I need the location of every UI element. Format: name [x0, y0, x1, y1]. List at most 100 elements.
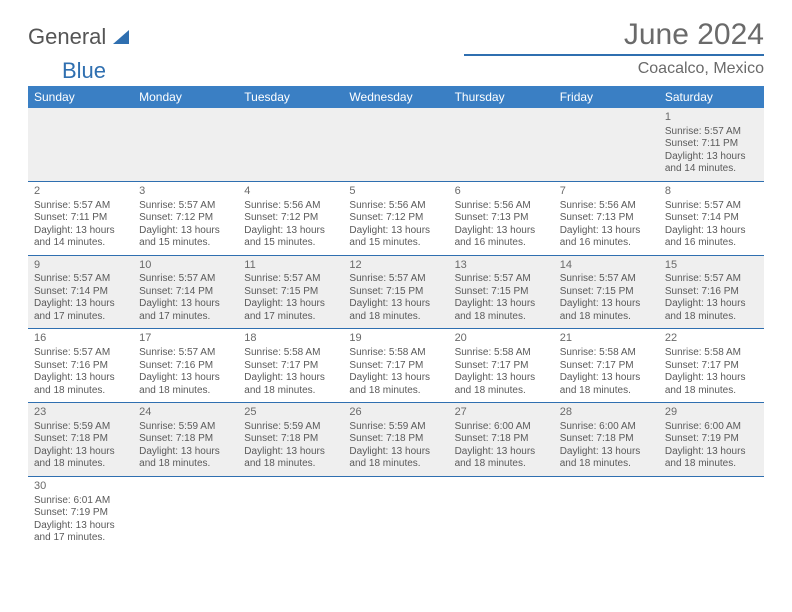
calendar-cell: 2Sunrise: 5:57 AMSunset: 7:11 PMDaylight… — [28, 181, 133, 255]
sunrise-line: Sunrise: 5:57 AM — [665, 273, 758, 286]
day-number: 25 — [244, 406, 337, 420]
sunset-line: Sunset: 7:14 PM — [665, 212, 758, 225]
sunset-line: Sunset: 7:17 PM — [665, 360, 758, 373]
daylight-line: Daylight: 13 hours and 16 minutes. — [665, 225, 758, 250]
calendar-cell — [343, 476, 448, 549]
sunrise-line: Sunrise: 6:01 AM — [34, 495, 127, 508]
calendar-cell: 9Sunrise: 5:57 AMSunset: 7:14 PMDaylight… — [28, 255, 133, 329]
daylight-line: Daylight: 13 hours and 15 minutes. — [244, 225, 337, 250]
calendar-cell: 13Sunrise: 5:57 AMSunset: 7:15 PMDayligh… — [449, 255, 554, 329]
daylight-line: Daylight: 13 hours and 18 minutes. — [665, 372, 758, 397]
day-number: 29 — [665, 406, 758, 420]
calendar-week-row: 2Sunrise: 5:57 AMSunset: 7:11 PMDaylight… — [28, 181, 764, 255]
calendar-cell: 8Sunrise: 5:57 AMSunset: 7:14 PMDaylight… — [659, 181, 764, 255]
calendar-cell — [554, 108, 659, 181]
day-number: 21 — [560, 332, 653, 346]
calendar-week-row: 1Sunrise: 5:57 AMSunset: 7:11 PMDaylight… — [28, 108, 764, 181]
calendar-cell: 7Sunrise: 5:56 AMSunset: 7:13 PMDaylight… — [554, 181, 659, 255]
calendar-cell — [238, 476, 343, 549]
calendar-cell: 27Sunrise: 6:00 AMSunset: 7:18 PMDayligh… — [449, 403, 554, 477]
sunset-line: Sunset: 7:16 PM — [34, 360, 127, 373]
calendar-header-row: Sunday Monday Tuesday Wednesday Thursday… — [28, 86, 764, 108]
daylight-line: Daylight: 13 hours and 18 minutes. — [455, 298, 548, 323]
sunset-line: Sunset: 7:18 PM — [139, 433, 232, 446]
sunrise-line: Sunrise: 5:57 AM — [665, 126, 758, 139]
logo-word1: General — [28, 24, 106, 50]
sunrise-line: Sunrise: 5:57 AM — [139, 347, 232, 360]
col-tuesday: Tuesday — [238, 86, 343, 108]
sunset-line: Sunset: 7:11 PM — [665, 138, 758, 151]
calendar-week-row: 9Sunrise: 5:57 AMSunset: 7:14 PMDaylight… — [28, 255, 764, 329]
col-wednesday: Wednesday — [343, 86, 448, 108]
calendar-week-row: 16Sunrise: 5:57 AMSunset: 7:16 PMDayligh… — [28, 329, 764, 403]
daylight-line: Daylight: 13 hours and 18 minutes. — [560, 446, 653, 471]
daylight-line: Daylight: 13 hours and 18 minutes. — [665, 446, 758, 471]
sunrise-line: Sunrise: 5:59 AM — [34, 421, 127, 434]
sunrise-line: Sunrise: 5:59 AM — [244, 421, 337, 434]
daylight-line: Daylight: 13 hours and 18 minutes. — [244, 446, 337, 471]
sunset-line: Sunset: 7:17 PM — [349, 360, 442, 373]
col-thursday: Thursday — [449, 86, 554, 108]
calendar-cell: 14Sunrise: 5:57 AMSunset: 7:15 PMDayligh… — [554, 255, 659, 329]
daylight-line: Daylight: 13 hours and 17 minutes. — [244, 298, 337, 323]
col-saturday: Saturday — [659, 86, 764, 108]
calendar-cell — [449, 108, 554, 181]
sunrise-line: Sunrise: 5:57 AM — [34, 347, 127, 360]
day-number: 13 — [455, 259, 548, 273]
day-number: 23 — [34, 406, 127, 420]
sunset-line: Sunset: 7:14 PM — [34, 286, 127, 299]
page-header: General June 2024 Coacalco, Mexico — [28, 18, 764, 78]
sunrise-line: Sunrise: 5:56 AM — [455, 200, 548, 213]
sunset-line: Sunset: 7:12 PM — [349, 212, 442, 225]
calendar-cell — [449, 476, 554, 549]
calendar-cell: 3Sunrise: 5:57 AMSunset: 7:12 PMDaylight… — [133, 181, 238, 255]
calendar-cell: 30Sunrise: 6:01 AMSunset: 7:19 PMDayligh… — [28, 476, 133, 549]
sunset-line: Sunset: 7:18 PM — [455, 433, 548, 446]
day-number: 7 — [560, 185, 653, 199]
logo: General — [28, 18, 133, 50]
daylight-line: Daylight: 13 hours and 17 minutes. — [34, 520, 127, 545]
sunrise-line: Sunrise: 5:56 AM — [560, 200, 653, 213]
sunset-line: Sunset: 7:15 PM — [560, 286, 653, 299]
daylight-line: Daylight: 13 hours and 17 minutes. — [34, 298, 127, 323]
daylight-line: Daylight: 13 hours and 14 minutes. — [665, 151, 758, 176]
sunrise-line: Sunrise: 5:57 AM — [139, 200, 232, 213]
sunset-line: Sunset: 7:17 PM — [455, 360, 548, 373]
daylight-line: Daylight: 13 hours and 15 minutes. — [349, 225, 442, 250]
calendar-cell: 6Sunrise: 5:56 AMSunset: 7:13 PMDaylight… — [449, 181, 554, 255]
sunset-line: Sunset: 7:16 PM — [665, 286, 758, 299]
sunrise-line: Sunrise: 5:56 AM — [244, 200, 337, 213]
day-number: 24 — [139, 406, 232, 420]
sunrise-line: Sunrise: 5:57 AM — [349, 273, 442, 286]
daylight-line: Daylight: 13 hours and 18 minutes. — [139, 372, 232, 397]
sunset-line: Sunset: 7:14 PM — [139, 286, 232, 299]
sunset-line: Sunset: 7:16 PM — [139, 360, 232, 373]
sunset-line: Sunset: 7:13 PM — [560, 212, 653, 225]
daylight-line: Daylight: 13 hours and 15 minutes. — [139, 225, 232, 250]
calendar-cell — [554, 476, 659, 549]
calendar-cell: 5Sunrise: 5:56 AMSunset: 7:12 PMDaylight… — [343, 181, 448, 255]
calendar-cell — [238, 108, 343, 181]
sunrise-line: Sunrise: 5:58 AM — [560, 347, 653, 360]
title-block: June 2024 Coacalco, Mexico — [464, 18, 764, 78]
sunrise-line: Sunrise: 6:00 AM — [455, 421, 548, 434]
day-number: 3 — [139, 185, 232, 199]
calendar-cell: 12Sunrise: 5:57 AMSunset: 7:15 PMDayligh… — [343, 255, 448, 329]
daylight-line: Daylight: 13 hours and 18 minutes. — [139, 446, 232, 471]
day-number: 22 — [665, 332, 758, 346]
calendar-cell: 4Sunrise: 5:56 AMSunset: 7:12 PMDaylight… — [238, 181, 343, 255]
sunset-line: Sunset: 7:17 PM — [244, 360, 337, 373]
sunset-line: Sunset: 7:15 PM — [244, 286, 337, 299]
sunset-line: Sunset: 7:18 PM — [34, 433, 127, 446]
day-number: 28 — [560, 406, 653, 420]
daylight-line: Daylight: 13 hours and 16 minutes. — [455, 225, 548, 250]
calendar-cell: 24Sunrise: 5:59 AMSunset: 7:18 PMDayligh… — [133, 403, 238, 477]
sunrise-line: Sunrise: 5:57 AM — [34, 273, 127, 286]
calendar-cell: 17Sunrise: 5:57 AMSunset: 7:16 PMDayligh… — [133, 329, 238, 403]
calendar-cell — [343, 108, 448, 181]
sunrise-line: Sunrise: 6:00 AM — [560, 421, 653, 434]
calendar-cell: 18Sunrise: 5:58 AMSunset: 7:17 PMDayligh… — [238, 329, 343, 403]
day-number: 6 — [455, 185, 548, 199]
daylight-line: Daylight: 13 hours and 18 minutes. — [34, 372, 127, 397]
calendar-cell: 11Sunrise: 5:57 AMSunset: 7:15 PMDayligh… — [238, 255, 343, 329]
